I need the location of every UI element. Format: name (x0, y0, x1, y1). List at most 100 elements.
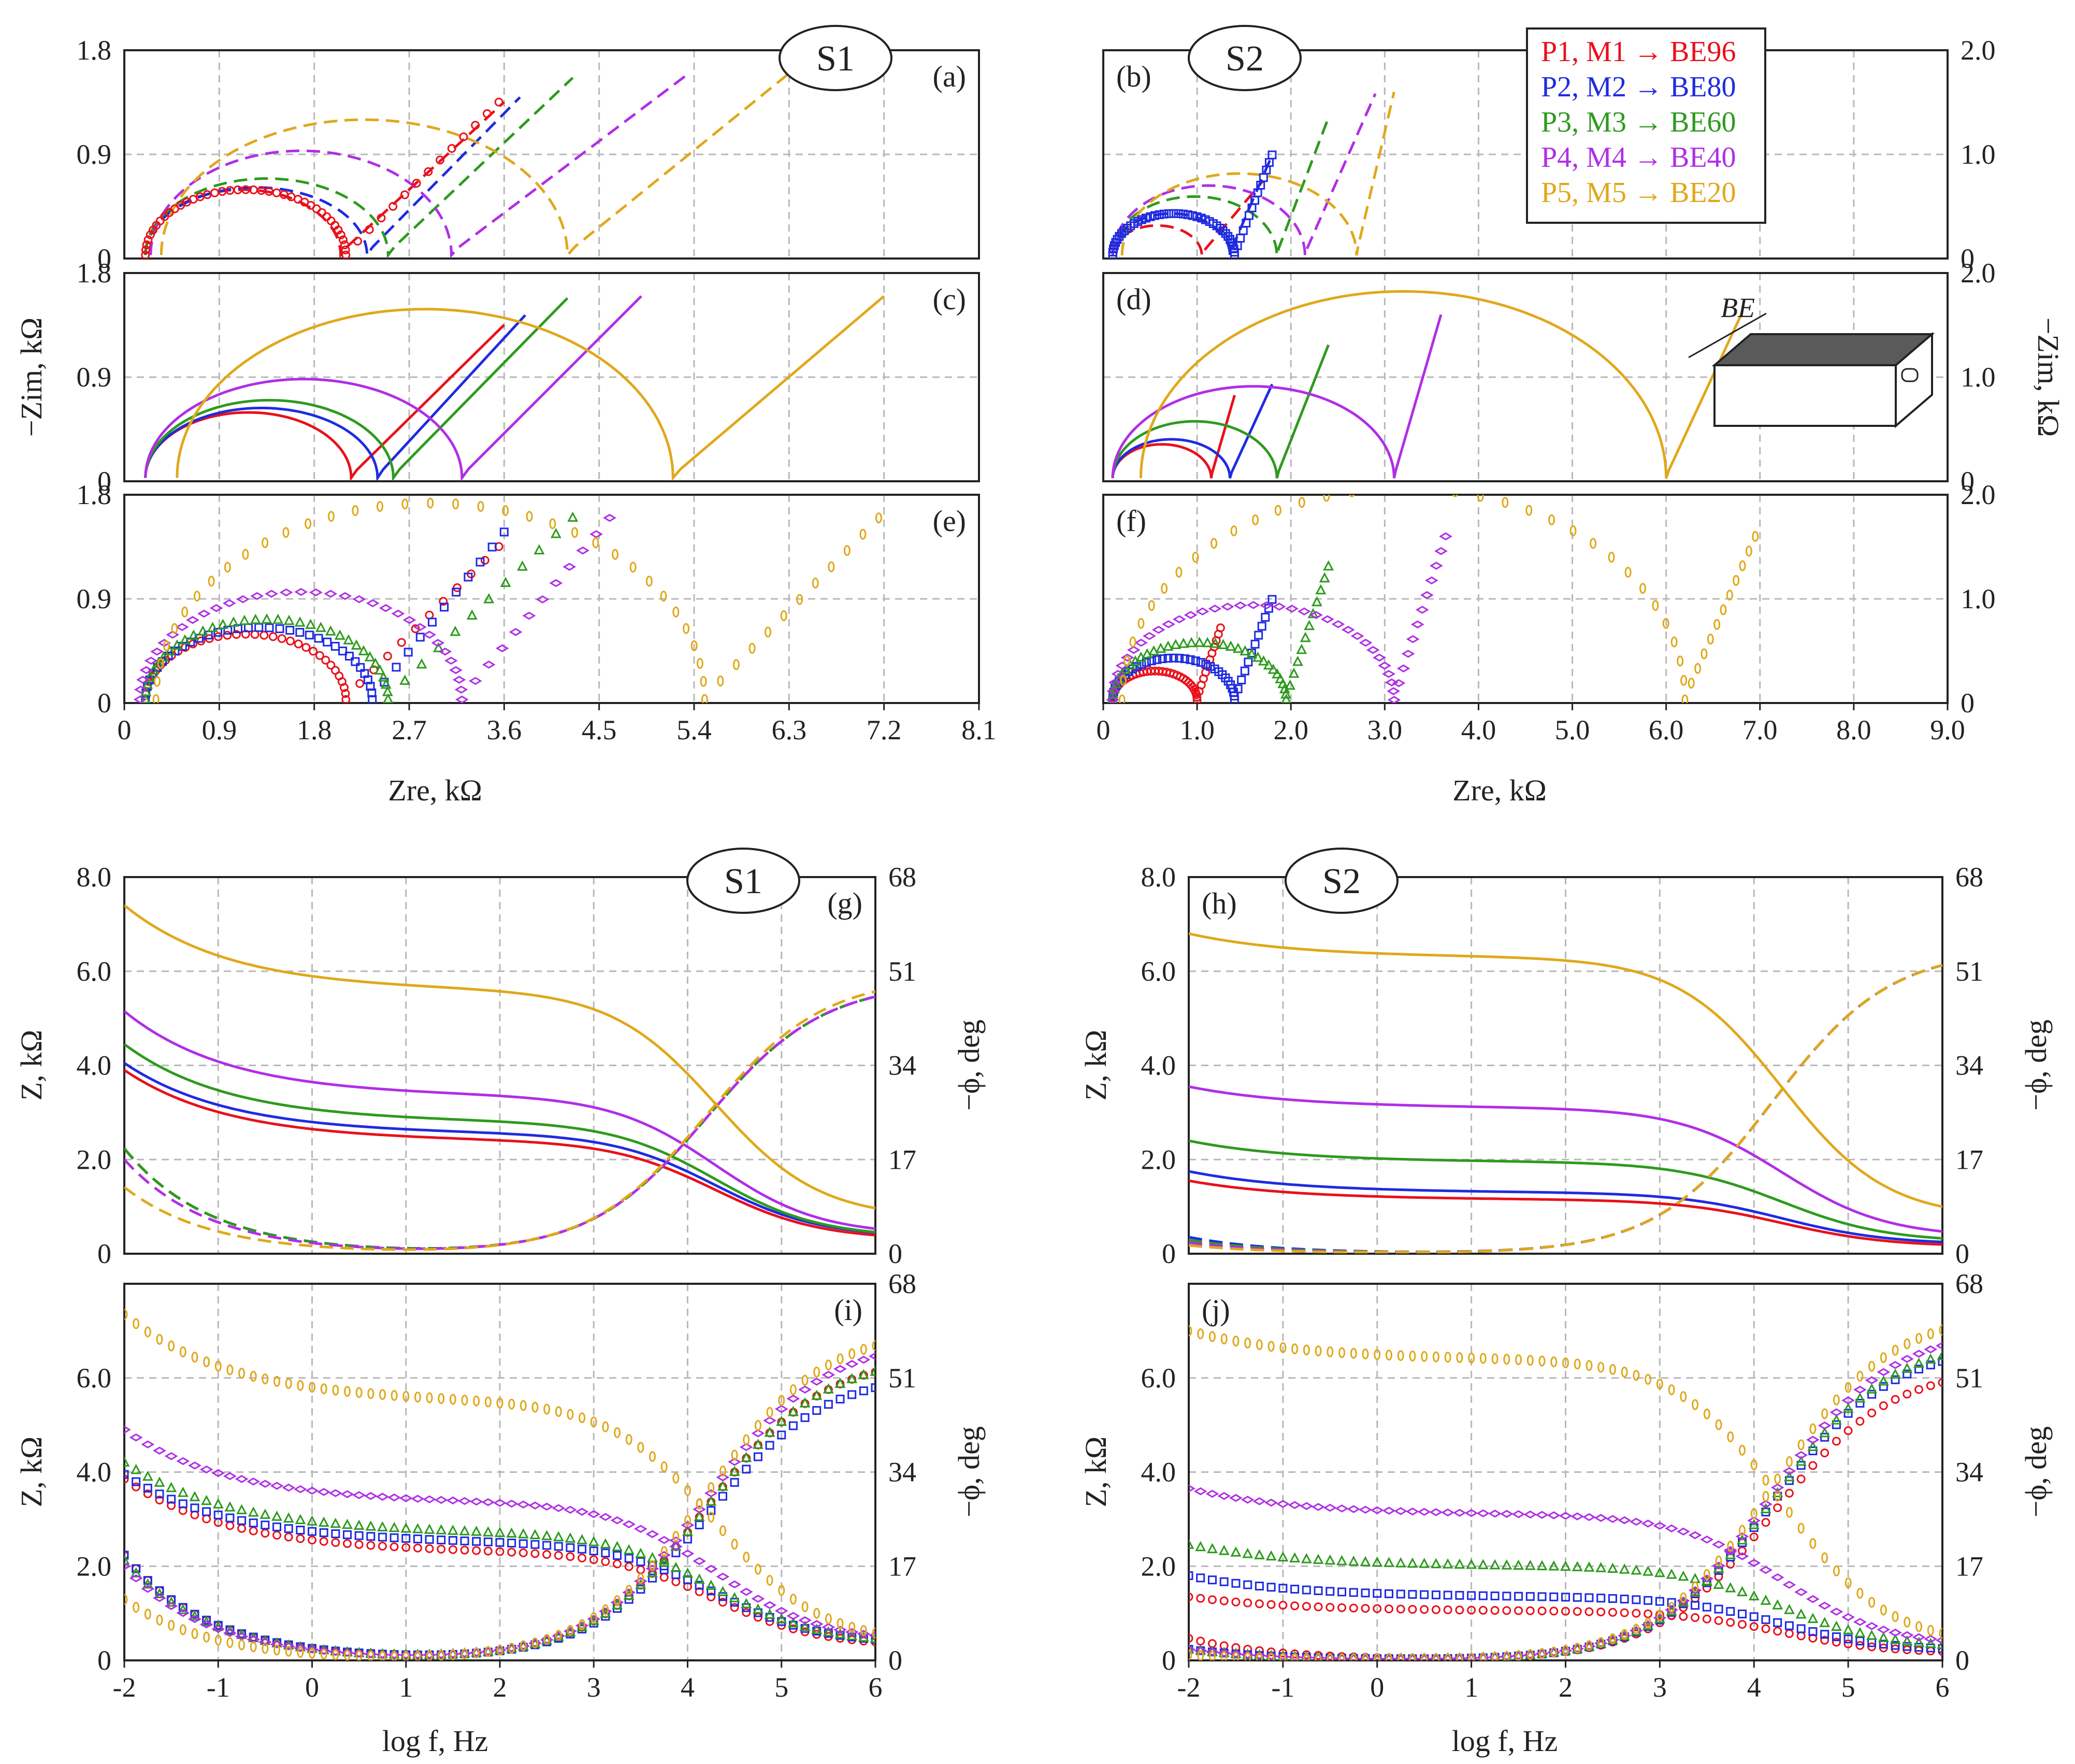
z-point-P1 (1207, 1595, 1217, 1604)
z-point-P1 (1314, 1602, 1323, 1612)
data-point-P2 (1117, 229, 1126, 238)
z-point-P3 (717, 1586, 728, 1596)
data-point-P4 (438, 647, 452, 656)
data-point-P2 (487, 542, 497, 552)
phase-point-P3 (752, 1439, 763, 1449)
data-point-P5 (1662, 618, 1669, 629)
phase-point-P4 (223, 1629, 237, 1637)
phase-point-P4 (124, 1562, 131, 1570)
y-tick-label: 1.0 (1961, 139, 1996, 170)
data-point-P4 (1208, 605, 1222, 613)
data-point-P3 (145, 671, 156, 682)
z-point-P3 (506, 1527, 517, 1538)
phase-point-P5 (1409, 1653, 1416, 1660)
z-point-P4 (340, 1490, 354, 1498)
data-point-P5 (1726, 590, 1733, 601)
phase-point-P5 (1479, 1652, 1487, 1660)
data-point-P4 (452, 676, 466, 684)
phase-point-P4 (1189, 1645, 1195, 1654)
data-point-P1 (141, 250, 150, 259)
phase-point-P5 (1503, 1651, 1510, 1660)
data-point-P1 (336, 230, 345, 239)
panel-frame (123, 272, 980, 482)
phase-point-P4 (211, 1625, 225, 1633)
data-point-P4 (449, 666, 463, 675)
z-point-P2 (213, 1510, 223, 1519)
data-point-P5 (683, 623, 690, 634)
z-point-P3 (318, 1516, 329, 1527)
panel-frame (1188, 876, 1943, 1255)
z-point-P4 (810, 1620, 824, 1628)
z-point-P3 (1831, 1620, 1842, 1631)
z-point-P1 (261, 1529, 270, 1538)
phase-point-P4 (399, 1651, 413, 1659)
phase-point-P5 (203, 1631, 210, 1643)
data-point-P5 (1688, 678, 1695, 689)
data-point-P3 (1300, 632, 1311, 642)
z-point-P3 (1583, 1561, 1595, 1572)
z-point-P4 (270, 1482, 284, 1490)
z-point-P4 (1747, 1559, 1761, 1567)
data-point-P5 (1120, 675, 1127, 686)
data-point-P1 (480, 555, 489, 565)
data-point-P5 (1137, 618, 1145, 629)
x-tick-label: 2.7 (392, 714, 427, 745)
z-point-P4 (129, 1433, 143, 1442)
x-tick-label: 5 (774, 1672, 788, 1703)
data-point-P1 (223, 630, 232, 640)
phase-point-P5 (1609, 1633, 1616, 1644)
phase-point-P2 (800, 1413, 810, 1422)
data-point-P3 (1209, 637, 1221, 648)
data-point-P1 (400, 190, 409, 199)
data-point-P2 (1267, 595, 1277, 604)
panel-e: 0 0.9 1.8 2.7 3.6 4.5 5.4 6.3 7.2 8.100.91.8(e) (77, 479, 997, 745)
y2-tick-label: 34 (1955, 1050, 1983, 1081)
z-point-P5 (848, 1622, 856, 1633)
phase-point-P1 (1879, 1401, 1888, 1410)
panel-frame (123, 49, 980, 260)
z-point-P3 (577, 1534, 588, 1544)
data-point-P3 (1232, 642, 1244, 653)
z-point-P2 (225, 1513, 235, 1523)
phase-point-P5 (1915, 1333, 1923, 1344)
x-axis-title-s2: Zre, kΩ (1452, 773, 1547, 807)
data-point-P5 (1608, 552, 1615, 563)
data-point-P5 (352, 505, 359, 517)
data-point-P4 (1439, 532, 1452, 541)
data-point-P1 (1216, 623, 1225, 633)
specimen-sketch: BE (1688, 292, 1935, 428)
z-point-P5 (508, 1398, 515, 1410)
z-point-P2 (1561, 1593, 1570, 1602)
data-point-P4 (455, 695, 469, 703)
z-point-P5 (214, 1360, 222, 1372)
phase-point-P5 (579, 1619, 586, 1630)
z-point-P3 (1189, 1539, 1194, 1549)
phase-point-P4 (633, 1577, 647, 1585)
z-point-P3 (330, 1517, 341, 1528)
z-point-P1 (1679, 1612, 1688, 1621)
x-tick-label: 0 (1370, 1672, 1384, 1703)
phase-point-P4 (1382, 1655, 1396, 1660)
data-point-P1 (453, 583, 462, 592)
data-point-P3 (416, 658, 427, 669)
data-point-P3 (305, 619, 316, 629)
y-tick-label: 4.0 (77, 1457, 112, 1488)
data-point-P5 (1477, 495, 1484, 502)
data-point-P5 (401, 498, 409, 510)
z-point-P3 (189, 1491, 200, 1501)
data-point-P4 (1387, 696, 1401, 703)
z-point-P1 (366, 1541, 376, 1550)
x-axis-title-h-j: log f, Hz (1452, 1724, 1558, 1758)
data-point-P4 (338, 592, 352, 600)
z-point-P2 (1691, 1601, 1700, 1610)
z-point-P1 (1490, 1605, 1500, 1615)
data-point-P5 (427, 497, 434, 509)
z-point-P5 (543, 1403, 551, 1415)
z-point-P4 (1229, 1494, 1243, 1502)
data-point-P4 (482, 661, 496, 669)
phase-point-P5 (473, 1647, 480, 1659)
z-point-P5 (1609, 1364, 1616, 1375)
z-point-P5 (1833, 1565, 1840, 1576)
z-point-P1 (296, 1534, 305, 1543)
